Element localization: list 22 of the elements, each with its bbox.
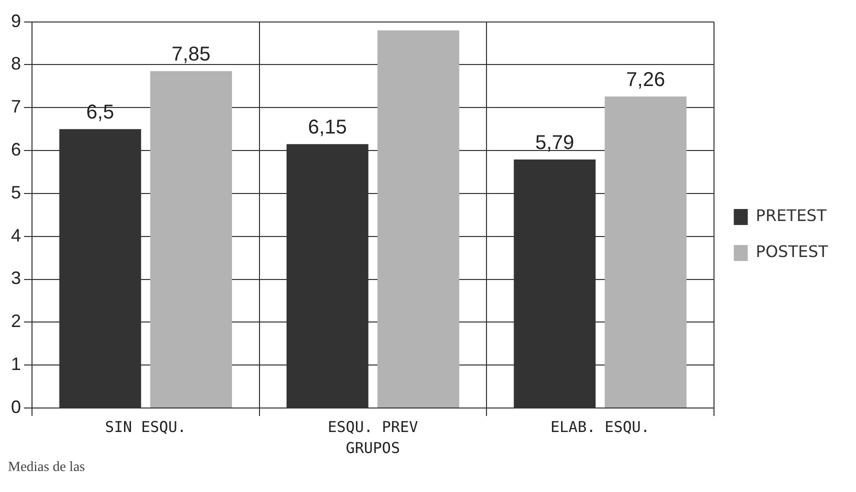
y-tick-label: 7 [10,96,22,117]
x-tick-label: ELAB. ESQU. [550,418,650,436]
y-tick-label: 2 [10,311,22,332]
legend-label: PRETEST [756,206,827,226]
data-label: 7,85 [172,44,211,66]
y-tick-label: 1 [10,354,22,374]
x-tick-label: SIN ESQU. [105,418,186,436]
data-label: 6,5 [86,102,114,124]
y-tick-label: 8 [10,54,22,74]
data-label: 6,15 [308,116,347,139]
legend-label: POSTEST [756,242,828,262]
text: Medias de las [8,460,86,476]
x-axis-title: GRUPOS [346,438,400,457]
y-tick-label: 4 [10,225,22,246]
x-tick-label: ESQU. PREV [328,418,418,436]
y-tick-label: 0 [10,396,22,417]
y-tick-label: 6 [10,140,22,160]
data-label: 7,26 [626,68,666,91]
y-tick-label: 5 [10,182,22,202]
data-label: 5,79 [535,132,574,154]
y-tick-label: 3 [10,268,22,288]
y-tick-label: 9 [10,10,22,31]
